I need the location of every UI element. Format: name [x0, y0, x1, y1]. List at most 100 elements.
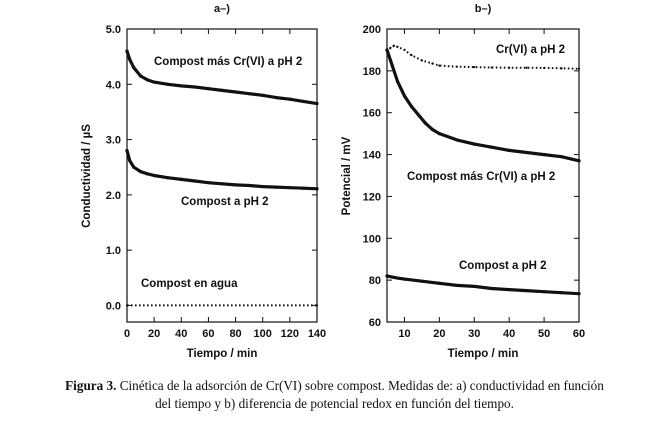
y-tick-label: 120 [363, 191, 381, 203]
annotation-compost-ph2-b: Compost a pH 2 [459, 260, 547, 272]
x-tick-label: 80 [229, 328, 241, 340]
data-point [542, 290, 546, 294]
y-tick-label: 100 [363, 233, 381, 245]
data-point [315, 304, 319, 307]
data-point [193, 179, 197, 183]
data-point [392, 69, 396, 73]
panel-a-frame [126, 28, 318, 323]
data-point [166, 176, 170, 180]
data-point [410, 54, 413, 57]
data-point [261, 93, 265, 97]
data-point [472, 142, 476, 146]
data-point [507, 287, 511, 292]
y-tick-label: 4.0 [106, 79, 121, 91]
y-tick-label: 140 [363, 150, 381, 162]
data-point [233, 90, 238, 94]
data-point [288, 97, 292, 101]
y-tick-label: 80 [369, 275, 381, 287]
data-point [402, 94, 407, 98]
y-tick-label: 2.0 [106, 190, 121, 202]
y-tick-label: 1.0 [106, 245, 121, 257]
data-point [138, 74, 143, 78]
data-point [288, 186, 292, 190]
panel-a-y-ticks: 0.0 1.0 2.0 3.0 4.0 5.0 [106, 24, 317, 312]
series-line-b-0 [386, 44, 580, 70]
data-point [420, 59, 424, 62]
y-tick-label: 160 [363, 108, 381, 120]
y-tick-label: 180 [363, 66, 381, 78]
data-point [274, 185, 278, 189]
data-point [455, 65, 458, 68]
data-point [132, 165, 136, 169]
data-point [490, 145, 494, 149]
data-point [315, 102, 319, 106]
x-tick-label: 0 [124, 328, 130, 340]
annotation-compost-en-agua: Compost en agua [141, 278, 238, 290]
data-point [455, 138, 459, 142]
data-point [301, 186, 306, 190]
data-point [206, 87, 211, 91]
x-tick-label: 30 [468, 328, 480, 340]
series-line-b-1 [385, 48, 581, 163]
data-point [247, 92, 251, 96]
panel-a-y-label: Conductividad / µS [81, 124, 93, 228]
data-point [437, 281, 441, 285]
data-point [416, 113, 421, 117]
data-point [247, 183, 251, 188]
caption-label: Figura 3. [65, 378, 117, 393]
data-point [145, 172, 149, 176]
data-point [193, 85, 197, 89]
data-point [542, 152, 546, 157]
data-point [388, 58, 393, 62]
y-tick-label: 60 [369, 317, 381, 329]
x-tick-label: 20 [148, 328, 160, 340]
data-point [152, 173, 156, 178]
data-point [437, 132, 441, 136]
data-point [179, 177, 183, 181]
panel-b-y-label: Potencial / mV [341, 136, 353, 215]
x-tick-label: 40 [503, 328, 515, 340]
data-point [389, 46, 392, 49]
data-point [166, 82, 170, 86]
data-point [301, 99, 306, 104]
data-point [525, 66, 528, 69]
annotation-compost-ph2-a: Compost a pH 2 [181, 196, 269, 208]
data-point [577, 67, 581, 70]
panel-a-title: a–) [214, 3, 230, 15]
data-point [490, 66, 493, 69]
data-point [455, 283, 459, 287]
data-point [128, 158, 132, 163]
x-tick-label: 60 [573, 328, 585, 340]
data-point [542, 66, 546, 70]
data-point [472, 284, 476, 289]
data-point [508, 66, 511, 69]
data-point [420, 279, 424, 283]
data-point [261, 184, 265, 189]
y-tick-label: 200 [363, 24, 381, 36]
data-point [128, 57, 132, 62]
data-point [430, 127, 434, 132]
figure-caption: Figura 3. Cinética de la adsorción de Cr… [0, 377, 669, 413]
data-point [490, 286, 494, 291]
panel-b-y-ticks: 60 80 100 120 140 160 180 200 [363, 24, 579, 329]
data-point [132, 66, 136, 70]
data-point [125, 49, 129, 53]
annotation-compost-mas-crvi-a: Compost más Cr(VI) a pH 2 [154, 56, 302, 68]
data-point [396, 45, 399, 48]
y-tick-label: 5.0 [106, 24, 121, 36]
data-point [560, 67, 563, 70]
y-tick-label: 0.0 [106, 300, 121, 312]
data-point [233, 183, 238, 187]
data-point [577, 292, 581, 296]
data-point [274, 95, 278, 100]
annotation-compost-mas-crvi-b: Compost más Cr(VI) a pH 2 [407, 171, 555, 183]
y-tick-label: 3.0 [106, 135, 121, 147]
data-point [220, 88, 224, 92]
series-line-a-0 [125, 49, 319, 106]
x-tick-label: 100 [254, 328, 272, 340]
data-point [385, 48, 389, 52]
data-point [507, 148, 511, 152]
data-point [395, 79, 400, 83]
data-point [559, 155, 564, 159]
data-point [206, 181, 211, 185]
